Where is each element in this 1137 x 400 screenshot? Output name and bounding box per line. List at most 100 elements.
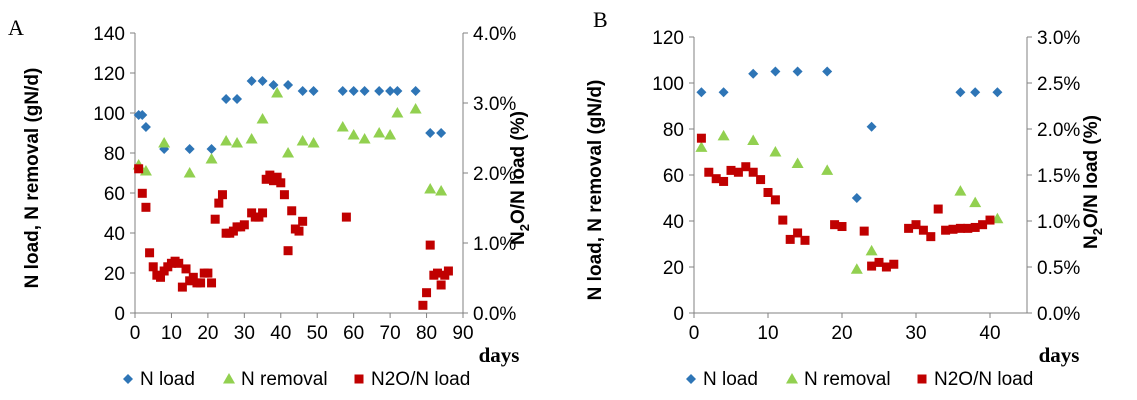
panel-a-n-load-point <box>348 86 359 96</box>
panel-a-n-load-point <box>232 94 243 104</box>
panel-a-n-removal-point <box>435 185 448 196</box>
panel-a-n-removal-point <box>296 135 309 146</box>
panel-a-n-removal-point <box>409 103 422 114</box>
panel-b-n2o-point <box>778 215 788 225</box>
panel-a-n-removal-point <box>271 87 284 98</box>
panel-b-n2o-point <box>837 222 847 232</box>
panel-a-y2-suffix: O/N load (%) <box>508 111 529 224</box>
panel-a-legend: N load N removal N2O/N load <box>123 369 470 390</box>
panel-a-n-removal-point <box>282 147 295 158</box>
panel-b-n-removal-point <box>747 134 760 145</box>
panel-a-n2o-point <box>134 164 144 174</box>
panel-a-n-load-point <box>337 86 348 96</box>
panel-a-n2o-point <box>265 170 275 180</box>
panel-a-n-load-point <box>268 80 279 90</box>
panel-a-label: A <box>8 15 24 40</box>
panel-a-axes: 0 10 20 30 40 50 60 70 80 90 0 20 40 60 80 100 120 140 0.0… <box>93 24 516 344</box>
panel-b-y2-sub: 2 <box>1090 228 1105 235</box>
panel-b-n-load-point <box>718 87 729 98</box>
panel-a-n2o-point <box>196 278 206 288</box>
panel-b-n-removal-point <box>695 141 708 152</box>
panel-b-n-removal-point <box>769 146 782 157</box>
panel-a-n2o-point <box>207 278 217 288</box>
panel-b-x-tick-label: 0 <box>689 323 700 344</box>
panel-b-n2o-point <box>711 174 721 184</box>
panel-b-marks <box>695 66 1004 274</box>
panel-b-y2-prefix: N <box>1081 235 1102 249</box>
panel-b-y2-tick-label: 2.0% <box>1037 120 1080 141</box>
panel-a-n-load-point <box>246 76 257 86</box>
panel-b-legend-n-removal-marker <box>786 373 798 384</box>
panel-a-n-load-point <box>392 86 403 96</box>
panel-a-n2o-point <box>272 172 282 182</box>
panel-a-legend-n-load-marker <box>123 374 133 384</box>
panel-a-legend-n-removal-label: N removal <box>241 369 328 390</box>
panel-b-y-tick-label: 40 <box>663 212 684 233</box>
panel-a-n-removal-point <box>245 133 258 144</box>
panel-b-n2o-point <box>748 167 758 177</box>
panel-b-y-axis-title: N load, N removal (gN/d) <box>585 80 606 301</box>
panel-a-n-removal-point <box>307 137 320 148</box>
panel-a-n-load-point <box>436 128 447 138</box>
panel-b-legend-n-load-label: N load <box>703 369 758 390</box>
panel-b-n2o-point <box>800 235 810 245</box>
panel-b-n-load-point <box>748 68 759 79</box>
panel-a-n-removal-point <box>424 183 437 194</box>
panel-a-n-removal-point <box>358 133 371 144</box>
panel-b-n2o-point <box>785 234 795 244</box>
panel-a-n-load-point <box>385 86 396 96</box>
panel-b-x-axis-title: days <box>1039 343 1080 367</box>
panel-a-n2o-point <box>443 266 453 276</box>
panel-a-y-tick-label: 100 <box>93 104 125 125</box>
panel-b-y2-suffix: O/N load (%) <box>1081 115 1102 228</box>
panel-b-x-tick-label: 10 <box>757 323 778 344</box>
panel-b-n2o-point <box>726 165 736 175</box>
panel-b-n2o-point <box>741 162 751 172</box>
panel-a-y-tick-label: 40 <box>104 224 125 245</box>
panel-b-legend-n2o-label: N2O/N load <box>934 369 1033 390</box>
panel-a-n2o-point <box>436 280 446 290</box>
panel-a-n-removal-point <box>231 137 244 148</box>
panel-a-y2-tick-label: 4.0% <box>473 24 516 45</box>
panel-b-legend: N load N removal N2O/N load <box>686 369 1033 390</box>
panel-b-n-load-point <box>851 193 862 203</box>
panel-b-n-load-point <box>992 87 1003 98</box>
panel-b-n2o-point <box>941 225 951 235</box>
panel-b-n2o-point <box>904 223 914 233</box>
panel-b-y-tick-label: 80 <box>663 120 684 141</box>
panel-a-n-load-point <box>425 128 436 138</box>
panel-a-n-removal-point <box>205 153 218 164</box>
panel-a-n2o-point <box>239 220 249 230</box>
panel-a-y-axis-title: N load, N removal (gN/d) <box>22 68 43 289</box>
panel-b-n-load-point <box>696 87 707 98</box>
panel-a-n-load-point <box>140 122 151 132</box>
panel-a-n2o-point <box>418 300 428 310</box>
panel-a-x-tick-label: 10 <box>161 323 182 344</box>
panel-b-y2-tick-label: 1.0% <box>1037 212 1080 233</box>
panel-a-n-load-point <box>374 86 385 96</box>
panel-b-x-tick-label: 40 <box>979 323 1000 344</box>
panel-b-n2o-point <box>867 261 877 271</box>
panel-a-n-load-point <box>221 94 232 104</box>
panel-a-n-removal-point <box>256 113 269 124</box>
panel-b-n2o-point <box>704 167 714 177</box>
panel-a-legend-n-load-label: N load <box>140 369 195 390</box>
panel-a-n-removal-point <box>391 107 404 118</box>
panel-b-n-load-point <box>822 66 833 77</box>
panel-a-n-load-point <box>297 86 308 96</box>
panel-b-y-tick-label: 60 <box>663 166 684 187</box>
panel-b-n2o-point <box>978 220 988 230</box>
panel-a-x-tick-label: 30 <box>234 323 255 344</box>
panel-b-n2o-point <box>948 224 958 234</box>
panel-a-n-load-point <box>206 144 217 154</box>
panel-b-n-load-point <box>970 87 981 98</box>
panel-a-x-tick-label: 0 <box>130 323 141 344</box>
panel-b-n-removal-point <box>865 244 878 256</box>
panel-a-n-removal-point <box>158 137 171 148</box>
panel-a-x-tick-label: 90 <box>452 323 473 344</box>
panel-b-y-tick-label: 20 <box>663 258 684 279</box>
panel-b-n2o-point <box>763 187 773 197</box>
panel-b-x-tick-label: 20 <box>831 323 852 344</box>
panel-b-n-removal-point <box>821 164 834 175</box>
